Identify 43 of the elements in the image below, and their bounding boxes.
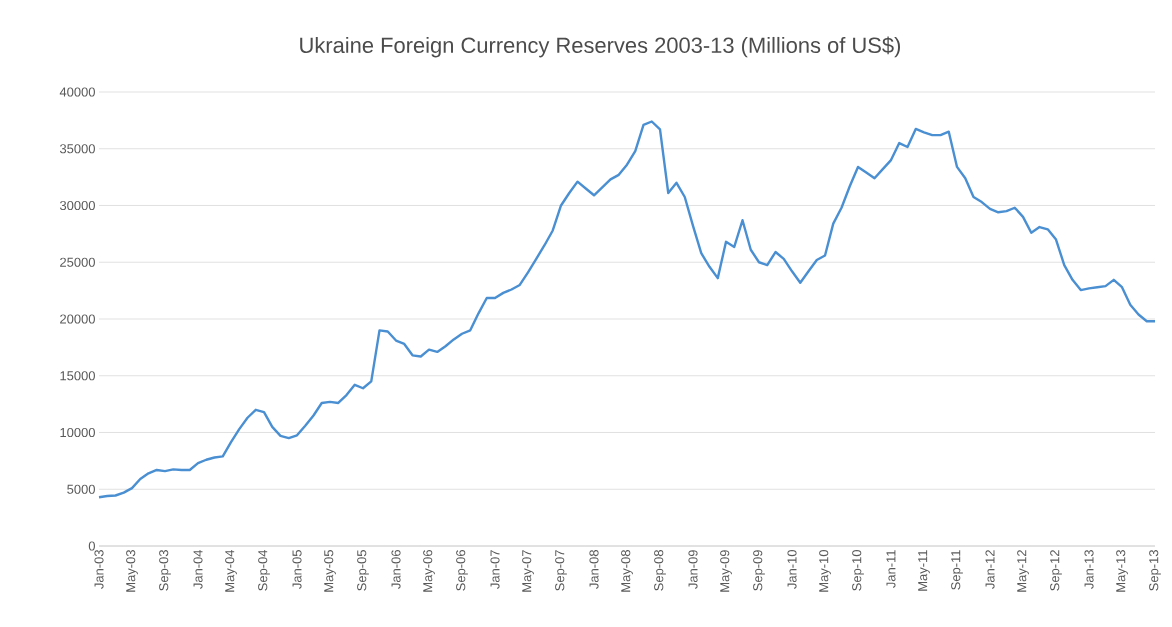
x-tick-label: Sep-05: [357, 550, 369, 591]
y-tick-label: 0: [88, 541, 95, 551]
x-tick-label: Sep-03: [159, 550, 171, 591]
x-tick-label: May-09: [720, 550, 732, 592]
chart-title: Ukraine Foreign Currency Reserves 2003-13 (Millions of US$): [300, 36, 900, 58]
x-tick-label: Sep-04: [258, 549, 270, 591]
y-tick-label: 10000: [60, 427, 95, 438]
y-tick-label: 35000: [59, 144, 95, 154]
x-tick-label: May-12: [1017, 550, 1029, 592]
x-tick-label: Sep-10: [852, 550, 864, 591]
x-tick-label: Jan-13: [1084, 550, 1094, 589]
y-tick-label: 30000: [59, 200, 95, 211]
x-tick-label: May-06: [423, 550, 435, 592]
x-tick-label: Sep-06: [456, 550, 468, 591]
y-tick-label: 25000: [60, 257, 95, 267]
y-tick-label: 15000: [60, 371, 95, 381]
x-tick-label: Jan-11: [886, 550, 896, 588]
x-tick-label: Jan-04: [193, 549, 203, 589]
x-tick-label: Jan-09: [688, 550, 698, 589]
x-tick-label: Sep-07: [555, 550, 567, 591]
x-tick-label: Jan-03: [94, 550, 104, 589]
x-tick-label: Jan-07: [490, 550, 500, 589]
x-tick-label: Sep-12: [1050, 550, 1062, 591]
x-tick-label: Jan-12: [985, 550, 995, 589]
y-tick-label: 40000: [59, 87, 95, 97]
x-tick-label: May-10: [819, 550, 831, 592]
x-tick-label: Sep-09: [753, 550, 765, 591]
x-tick-label: Sep-11: [951, 550, 963, 590]
x-tick-label: Sep-13: [1149, 550, 1161, 591]
x-tick-label: Jan-06: [391, 550, 401, 589]
x-tick-label: Jan-10: [787, 550, 797, 589]
x-tick-label: May-03: [126, 550, 138, 592]
x-tick-label: May-07: [522, 550, 534, 592]
y-tick-label: 5000: [67, 484, 95, 494]
y-tick-label: 20000: [60, 314, 95, 324]
x-tick-label: Sep-08: [654, 550, 666, 591]
x-tick-label: May-11: [918, 550, 930, 591]
x-tick-label: May-04: [225, 549, 237, 592]
x-tick-label: May-08: [621, 550, 633, 592]
x-tick-label: Jan-05: [292, 550, 302, 589]
x-tick-label: May-13: [1116, 550, 1128, 592]
x-tick-label: May-05: [324, 550, 336, 592]
x-tick-label: Jan-08: [589, 550, 599, 589]
